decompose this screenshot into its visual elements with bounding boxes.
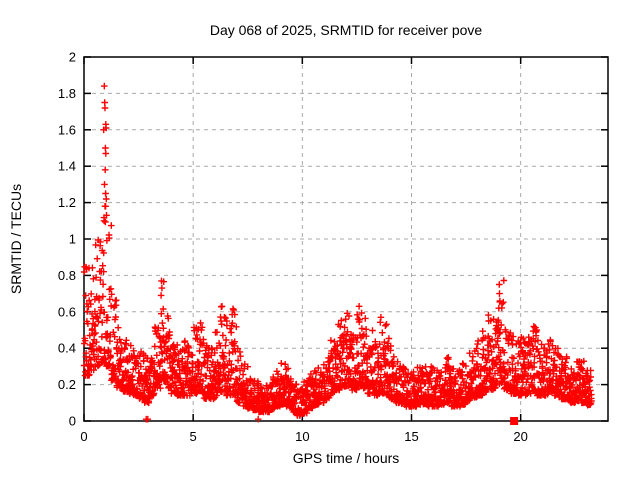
y-tick-label: 1 xyxy=(69,232,76,247)
y-tick-label: 2 xyxy=(69,50,76,65)
plot-border xyxy=(83,56,609,422)
scatter-square-marker xyxy=(510,417,519,425)
y-tick-label: 0.4 xyxy=(58,341,76,356)
x-tick-label: 15 xyxy=(404,429,418,444)
y-tick-label: 0.6 xyxy=(58,304,76,319)
x-tick-label: 0 xyxy=(80,429,87,444)
y-tick-label: 1.4 xyxy=(58,159,76,174)
x-tick-label: 5 xyxy=(190,429,197,444)
x-tick-label: 20 xyxy=(513,429,527,444)
x-tick-label: 10 xyxy=(295,429,309,444)
y-tick-label: 1.2 xyxy=(58,195,76,210)
chart-title: Day 068 of 2025, SRMTID for receiver pov… xyxy=(210,22,483,38)
y-tick-label: 0 xyxy=(69,414,76,429)
y-tick-labels: 0 0.2 0.4 0.6 0.8 1 1.2 1.4 1.6 1.8 2 xyxy=(58,50,76,429)
data-points xyxy=(80,82,595,425)
y-tick-label: 1.8 xyxy=(58,86,76,101)
y-tick-label: 1.6 xyxy=(58,122,76,137)
x-axis-label: GPS time / hours xyxy=(293,450,400,466)
x-tick-labels: 0 5 10 15 20 xyxy=(80,429,528,444)
y-axis-label: SRMTID / TECUs xyxy=(8,184,24,294)
y-tick-label: 0.8 xyxy=(58,268,76,283)
y-tick-label: 0.2 xyxy=(58,377,76,392)
scatter-plus-markers xyxy=(80,82,595,423)
